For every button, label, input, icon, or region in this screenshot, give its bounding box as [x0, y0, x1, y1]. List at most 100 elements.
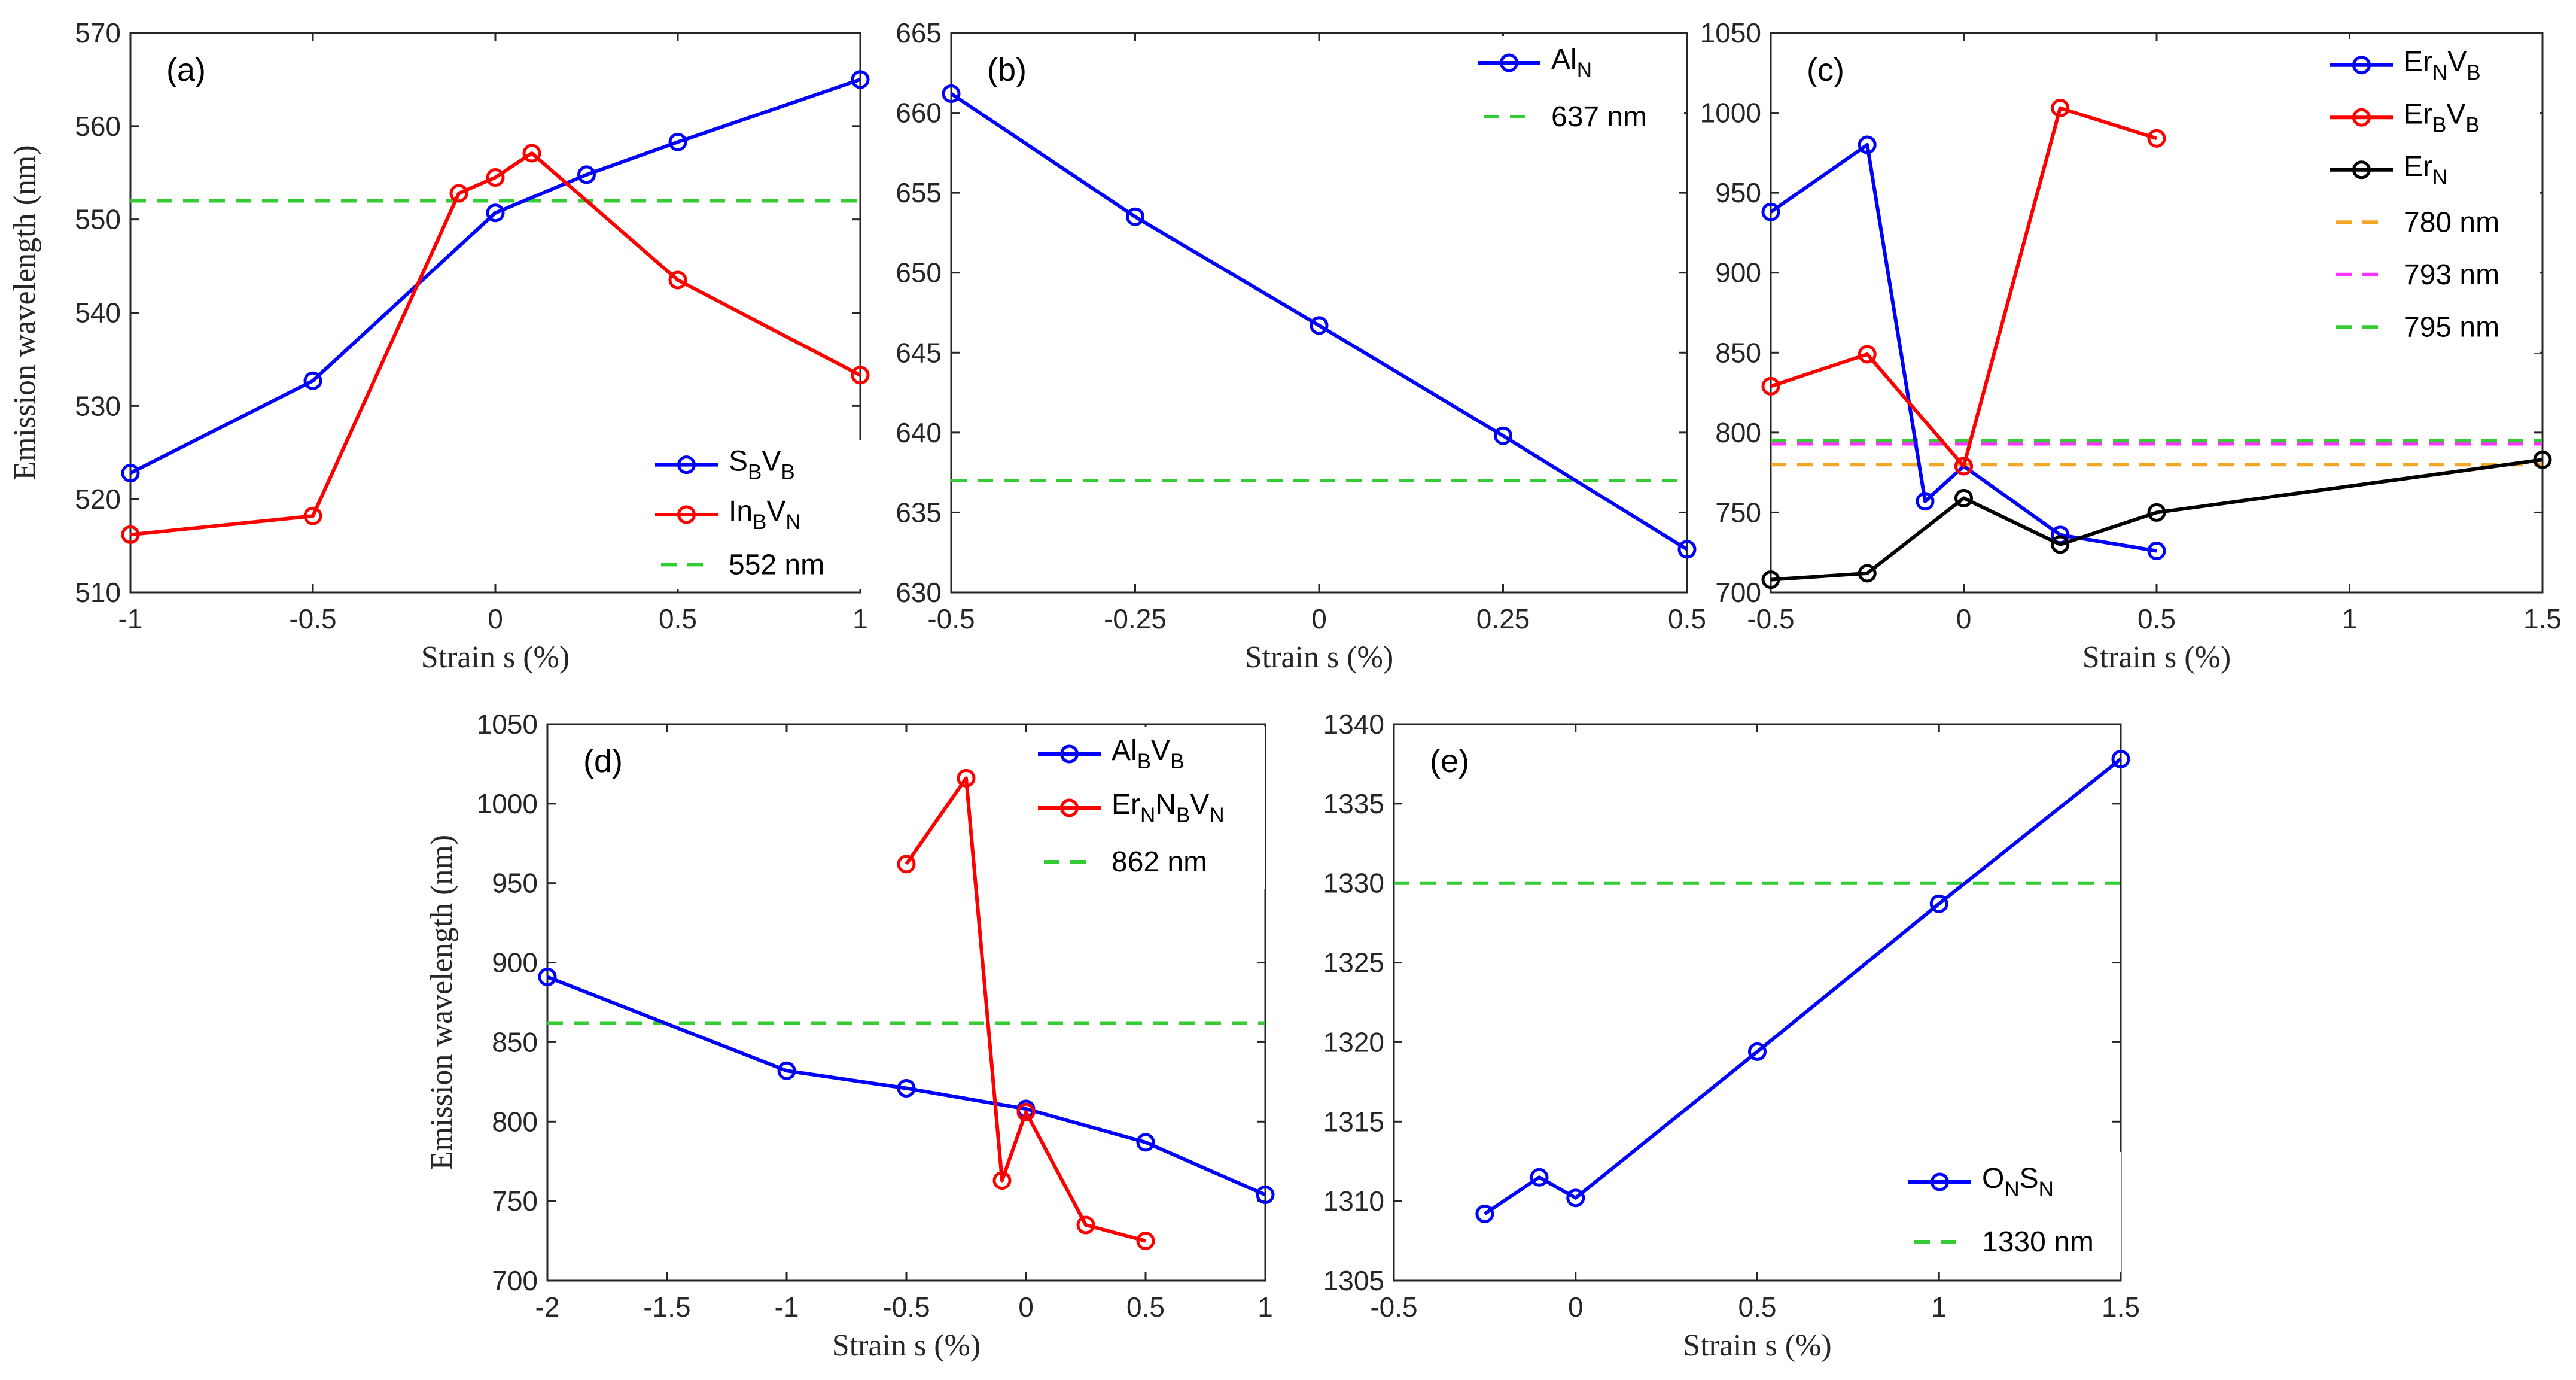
x-tick-label: 0.25	[1476, 603, 1530, 634]
x-tick-label: 1.5	[2102, 1291, 2140, 1323]
x-tick-label: -0.5	[882, 1291, 930, 1323]
y-tick-label: 800	[492, 1106, 538, 1137]
data-point-ErBVB	[1858, 345, 1877, 364]
y-tick-label: 1315	[1323, 1106, 1384, 1137]
legend-label-ErNNBVN: ErNNBVN	[1112, 789, 1225, 827]
data-point-InBVN	[486, 168, 505, 187]
x-tick-label: 0	[1568, 1291, 1584, 1323]
x-tick-label: 0	[488, 603, 503, 634]
data-point-AlN	[942, 84, 961, 104]
data-point-ErN	[1761, 570, 1780, 589]
legend-box	[1899, 1152, 2121, 1272]
data-point-AlBVB	[897, 1078, 916, 1098]
y-tick-label: 645	[896, 337, 942, 368]
x-tick-label: 0	[1311, 603, 1327, 634]
y-tick-label: 1330	[1323, 868, 1384, 899]
y-tick-label: 560	[75, 111, 121, 142]
data-point-SBVB	[668, 132, 687, 151]
legend-label-reference: 780 nm	[2404, 206, 2499, 238]
data-point-ONSN	[1475, 1204, 1494, 1223]
y-tick-label: 1335	[1323, 788, 1384, 819]
legend-label-reference: 793 nm	[2404, 259, 2499, 291]
y-tick-label: 540	[75, 297, 121, 329]
data-point-SBVB	[486, 203, 505, 223]
data-point-AlBVB	[1136, 1133, 1155, 1152]
y-tick-label: 1310	[1323, 1186, 1384, 1217]
x-tick-label: 0.5	[1126, 1291, 1165, 1323]
data-point-ONSN	[1566, 1188, 1585, 1208]
panel-c: -0.5 0 0.5 1 1.5 700 750 800 850 900 950 1000 1050 St…	[1700, 17, 2562, 674]
x-axis-label: Strain s (%)	[832, 1329, 981, 1363]
x-tick-label: 1	[1931, 1291, 1947, 1323]
y-axis-label: Emission wavelength (nm)	[425, 835, 459, 1170]
data-point-ONSN	[1530, 1168, 1549, 1187]
y-tick-label: 950	[1715, 177, 1761, 208]
x-tick-label: 0.5	[1668, 603, 1706, 634]
legend-label-AlBVB: AlBVB	[1112, 735, 1184, 773]
data-point-ErNVB	[1858, 135, 1877, 154]
series-line-ONSN	[1484, 758, 2122, 1215]
series-line-ErBVB	[1770, 106, 2157, 468]
y-tick-label: 635	[896, 497, 942, 528]
data-point-InBVN	[121, 525, 140, 544]
data-point-AlBVB	[777, 1061, 796, 1080]
data-point-ErBVB	[1761, 376, 1780, 396]
panel-label: (d)	[583, 743, 623, 779]
x-tick-label: -0.5	[289, 603, 336, 634]
x-tick-label: 1	[1257, 1291, 1273, 1323]
data-point-ErNNBVN	[897, 855, 916, 874]
legend: SBVB InBVN 552 nm	[646, 440, 861, 589]
legend-marker-ErNNBVN	[1060, 798, 1079, 817]
data-point-ErN	[1954, 488, 1973, 507]
x-tick-label: 1.5	[2523, 603, 2562, 634]
data-point-ErNVB	[1761, 202, 1780, 221]
legend-marker-InBVN	[677, 505, 696, 524]
series-line-SBVB	[129, 78, 861, 475]
x-tick-label: -0.5	[1747, 603, 1794, 634]
x-tick-label: -0.25	[1104, 603, 1167, 634]
x-tick-label: -1.5	[643, 1291, 690, 1323]
x-axis-label: Strain s (%)	[1683, 1329, 1831, 1363]
data-point-ONSN	[1929, 894, 1948, 913]
data-point-InBVN	[449, 184, 468, 203]
data-point-ONSN	[2111, 749, 2130, 768]
legend-marker-ErNVB	[2352, 56, 2371, 75]
y-tick-label: 900	[492, 947, 538, 978]
panel-label: (b)	[987, 52, 1027, 88]
data-point-AlN	[1126, 207, 1144, 226]
data-point-InBVN	[851, 366, 870, 385]
series-line-ErNNBVN	[905, 776, 1146, 1243]
y-tick-label: 520	[75, 484, 121, 515]
data-point-ErBVB	[2051, 99, 2070, 118]
legend-label-ErNVB: ErNVB	[2404, 46, 2481, 84]
legend-label-InBVN: InBVN	[729, 496, 801, 534]
legend-marker-ErN	[2352, 160, 2371, 180]
y-tick-label: 630	[896, 577, 942, 608]
x-tick-label: -2	[535, 1291, 560, 1323]
data-point-InBVN	[668, 270, 687, 290]
data-point-AlBVB	[538, 967, 557, 986]
y-tick-label: 550	[75, 204, 121, 235]
legend-label-reference: 795 nm	[2404, 311, 2499, 343]
x-tick-label: 0	[1018, 1291, 1034, 1323]
legend-marker-AlN	[1500, 53, 1518, 72]
data-point-ErNNBVN	[992, 1171, 1012, 1190]
legend-marker-SBVB	[677, 455, 696, 475]
legend-marker-ONSN	[1931, 1172, 1949, 1191]
data-point-SBVB	[577, 165, 596, 184]
legend-marker-ErBVB	[2352, 108, 2371, 127]
data-point-AlBVB	[1256, 1186, 1275, 1205]
panel-e: -0.5 0 0.5 1 1.5 1305 1310 1315 1320 1325 1330 1335…	[1323, 709, 2140, 1363]
x-axis-label: Strain s (%)	[421, 640, 570, 674]
series-line-InBVN	[130, 151, 861, 537]
data-point-ErN	[2051, 535, 2070, 554]
legend-label-ONSN: ONSN	[1982, 1163, 2054, 1201]
x-tick-label: 1	[2342, 603, 2358, 634]
data-point-SBVB	[121, 464, 140, 483]
data-point-ErBVB	[1954, 457, 1973, 476]
y-tick-label: 1325	[1323, 947, 1384, 978]
data-point-ErNNBVN	[1136, 1232, 1155, 1251]
data-point-ErNNBVN	[1016, 1102, 1036, 1121]
data-point-ErN	[1858, 564, 1877, 583]
